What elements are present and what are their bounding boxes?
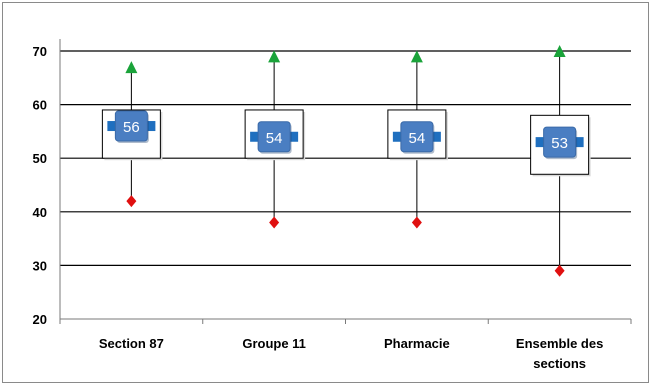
median-label-box	[400, 121, 434, 153]
min-marker	[126, 195, 137, 208]
median-label: 54	[409, 130, 426, 147]
max-marker	[553, 45, 566, 57]
max-marker	[268, 50, 281, 63]
y-tick-label: 20	[33, 312, 47, 327]
x-tick-label: Pharmacie	[384, 336, 450, 351]
min-marker	[269, 216, 280, 229]
y-tick-label: 50	[33, 151, 47, 166]
y-tick-label: 60	[33, 98, 47, 113]
x-tick-label: Groupe 11	[242, 336, 306, 351]
x-tick-label: Ensemble des	[516, 336, 603, 351]
min-marker	[554, 264, 565, 277]
median-label: 56	[123, 119, 140, 136]
y-tick-label: 70	[33, 44, 47, 59]
median-label-box	[114, 110, 148, 142]
median-label: 53	[551, 135, 568, 152]
max-marker	[125, 61, 138, 74]
median-label: 54	[266, 130, 283, 147]
max-marker	[410, 50, 423, 63]
min-marker	[411, 216, 422, 229]
median-label-box	[257, 121, 291, 153]
y-tick-label: 30	[33, 258, 47, 273]
x-tick-label: sections	[533, 356, 586, 371]
median-label-box	[543, 126, 577, 158]
x-tick-label: Section 87	[99, 336, 164, 351]
y-tick-label: 40	[33, 205, 47, 220]
